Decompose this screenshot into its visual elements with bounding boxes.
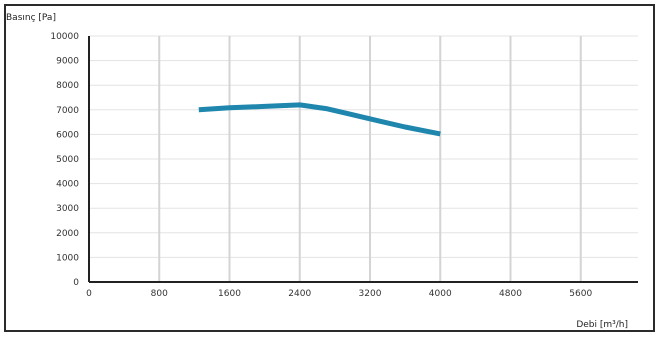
x-tick-label: 4000	[429, 289, 452, 299]
x-tick-label: 3200	[359, 289, 382, 299]
y-tick-label: 7000	[56, 106, 79, 116]
x-tick-label: 1600	[218, 289, 241, 299]
y-tick-label: 10000	[50, 32, 79, 42]
y-tick-label: 1000	[56, 253, 79, 263]
y-tick-label: 4000	[56, 180, 79, 190]
y-tick-label: 2000	[56, 229, 79, 239]
axis-layer: 0100020003000400050006000700080009000100…	[50, 32, 638, 299]
y-tick-label: 5000	[56, 155, 79, 165]
series-layer	[198, 102, 441, 137]
chart-frame	[4, 4, 655, 332]
x-tick-label: 2400	[288, 289, 311, 299]
x-tick-label: 4800	[499, 289, 522, 299]
series-line	[198, 102, 441, 137]
x-tick-label: 0	[86, 289, 92, 299]
grid-layer	[89, 35, 638, 282]
y-tick-label: 9000	[56, 57, 79, 67]
y-axis-title: Basınç [Pa]	[6, 13, 56, 23]
x-axis-title: Debi [m³/h]	[576, 320, 628, 330]
y-tick-label: 3000	[56, 204, 79, 214]
x-tick-label: 5600	[569, 289, 592, 299]
y-tick-label: 0	[73, 278, 79, 288]
y-tick-label: 6000	[56, 130, 79, 140]
x-tick-label: 800	[151, 289, 168, 299]
y-tick-label: 8000	[56, 81, 79, 91]
